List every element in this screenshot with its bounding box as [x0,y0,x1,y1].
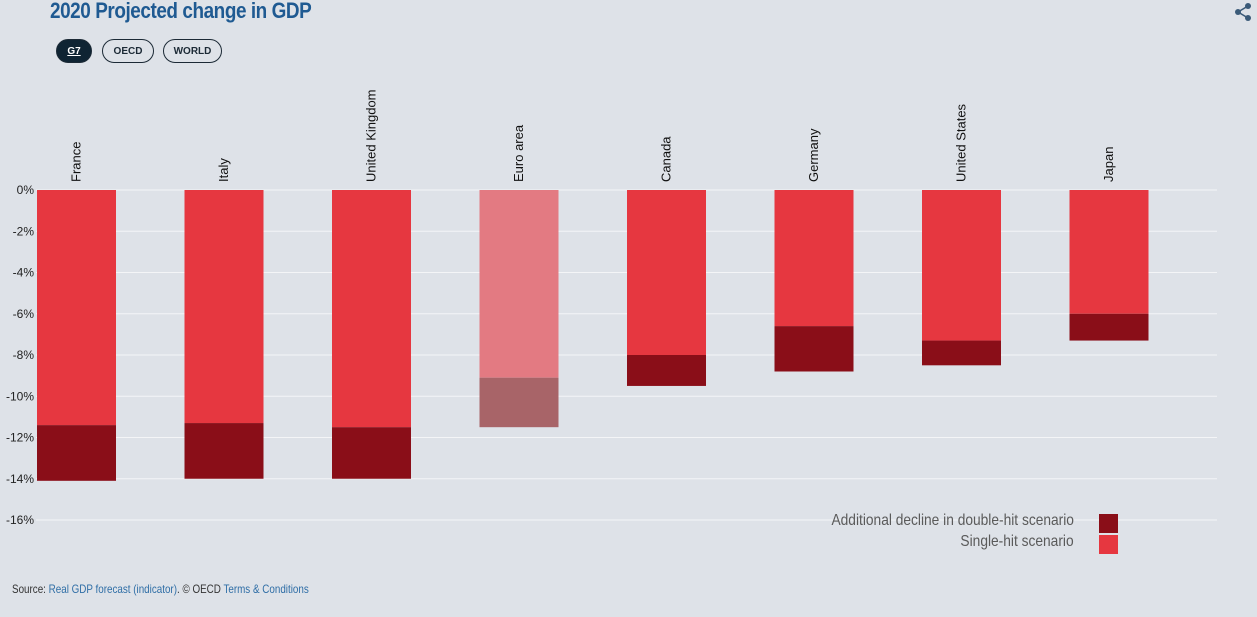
y-tick-label: -2% [13,224,35,238]
bar-single-hit [774,190,854,327]
bar-single-hit [922,190,1001,341]
y-tick-label: -10% [6,389,34,403]
y-tick-label: -16% [6,513,34,527]
y-tick-label: -14% [6,472,34,486]
y-tick-label: 0% [17,183,35,197]
tab-g7[interactable]: G7 [56,39,92,63]
bar-single-hit [627,190,706,355]
source-prefix: Source: [12,582,49,596]
bar-double-hit [922,340,1001,366]
bar-double-hit [479,377,559,428]
tab-world[interactable]: WORLD [163,39,222,63]
legend-swatch-single-hit [1099,535,1118,554]
legend-label-double-hit: Additional decline in double-hit scenari… [831,512,1074,529]
bar-double-hit [184,423,264,479]
bar-double-hit [627,355,706,386]
source-note: Source: Real GDP forecast (indicator). ©… [12,582,309,596]
x-category-label: United Kingdom [364,90,379,183]
bar-single-hit [332,190,411,428]
bar-single-hit [184,190,264,424]
source-middle: . © OECD [176,582,224,596]
share-icon[interactable] [1233,2,1253,22]
bar-double-hit [1069,313,1149,341]
y-tick-label: -12% [6,431,34,445]
x-category-label: Italy [216,158,231,182]
terms-link[interactable]: Terms & Conditions [223,582,309,596]
legend-label-single-hit: Single-hit scenario [960,533,1074,550]
bar-single-hit [37,190,116,426]
x-category-label: United States [954,103,969,182]
x-category-label: Canada [659,136,674,182]
legend-swatch-double-hit [1099,514,1118,533]
source-indicator-link[interactable]: Real GDP forecast (indicator) [48,582,177,596]
x-category-label: Euro area [511,124,526,182]
bar-single-hit [479,190,559,378]
chart-title: 2020 Projected change in GDP [50,0,312,23]
tab-oecd[interactable]: OECD [102,39,154,63]
bar-single-hit [1069,190,1149,314]
x-category-label: Japan [1101,147,1116,182]
x-category-label: France [69,142,84,182]
y-tick-label: -4% [13,266,35,280]
bar-double-hit [37,425,116,481]
x-category-label: Germany [806,128,821,182]
bar-double-hit [332,427,411,479]
y-tick-label: -6% [13,307,35,321]
bar-double-hit [774,326,854,372]
y-tick-label: -8% [13,348,35,362]
